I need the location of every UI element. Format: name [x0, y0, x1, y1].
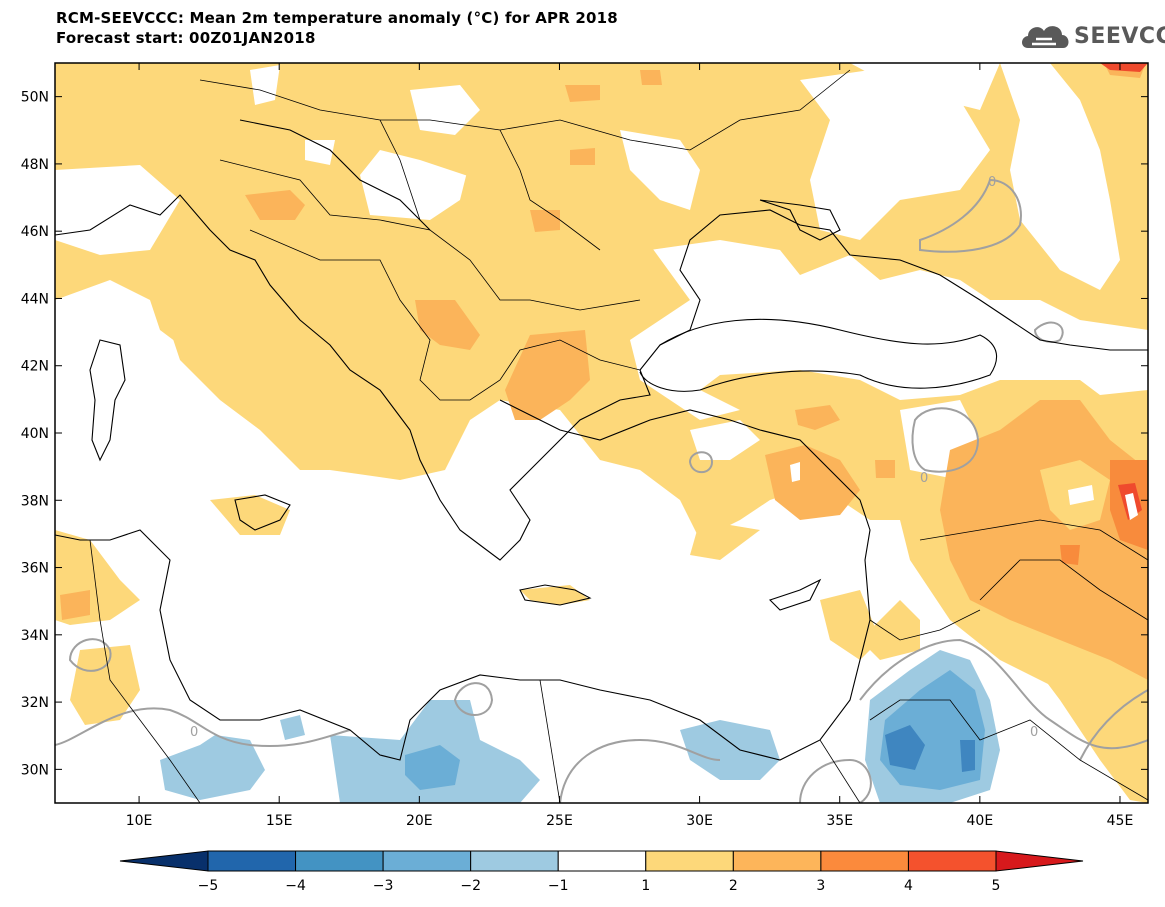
latitude-ticks: 30N 32N 34N 36N 38N 40N 42N 44N 46N 48N 50N: [21, 90, 1148, 778]
colorbar-segment: [470, 850, 559, 872]
colorbar-extension-high: [995, 850, 1084, 872]
cloud-icon: [1022, 26, 1069, 48]
colorbar-label: −4: [285, 878, 306, 894]
anomaly-below-1-inner: [790, 462, 1094, 505]
contour-label-0-a: 0: [988, 175, 996, 190]
lon-tick-label: 40E: [967, 813, 994, 829]
colorbar-label: 5: [992, 878, 1001, 894]
lat-tick-label: 44N: [21, 291, 49, 307]
lat-tick-label: 46N: [21, 224, 49, 240]
lon-tick-label: 35E: [826, 813, 853, 829]
contour-label-0-c: 0: [190, 725, 198, 740]
colorbar: −5 −4 −3 −2 −1 1 2 3 4 5: [119, 850, 1084, 894]
colorbar-segment: [732, 850, 822, 872]
lon-tick-label: 15E: [266, 813, 293, 829]
logo-text: SEEVCCC: [1074, 24, 1165, 49]
zero-contour-labels: 0 0 0 0: [190, 175, 1038, 740]
lat-tick-label: 50N: [21, 90, 49, 106]
lat-tick-label: 34N: [21, 628, 49, 644]
lat-tick-label: 30N: [21, 762, 49, 778]
colorbar-label: −3: [373, 878, 394, 894]
anomaly-1-2-areas: [55, 63, 1148, 803]
lat-tick-label: 38N: [21, 493, 49, 509]
colorbar-label: 3: [816, 878, 825, 894]
lat-tick-label: 36N: [21, 561, 49, 577]
colorbar-label: 4: [904, 878, 913, 894]
lon-tick-label: 10E: [126, 813, 153, 829]
colorbar-extension-low: [119, 850, 209, 872]
anomaly-field: 0 0 0 0: [55, 63, 1148, 803]
colorbar-segment: [907, 850, 997, 872]
longitude-ticks: 10E 15E 20E 25E 30E 35E 40E 45E: [126, 63, 1134, 829]
contour-label-0-d: 0: [1030, 725, 1038, 740]
lon-tick-label: 30E: [686, 813, 713, 829]
lon-tick-label: 25E: [546, 813, 573, 829]
colorbar-label: −1: [548, 878, 569, 894]
coastlines: [55, 63, 1148, 761]
colorbar-segment: [382, 850, 472, 872]
map-title: RCM-SEEVCCC: Mean 2m temperature anomaly…: [56, 8, 618, 48]
lat-tick-label: 42N: [21, 359, 49, 375]
seevccc-logo: SEEVCCC: [1018, 18, 1165, 60]
lat-tick-label: 32N: [21, 695, 49, 711]
colorbar-label: 1: [641, 878, 650, 894]
anomaly-2-3-areas: [60, 65, 1148, 680]
lat-tick-label: 48N: [21, 157, 49, 173]
title-line-1: RCM-SEEVCCC: Mean 2m temperature anomaly…: [56, 9, 618, 27]
anomaly-m3-m4-areas: [885, 725, 975, 772]
colorbar-segment: [207, 850, 297, 872]
title-line-2: Forecast start: 00Z01JAN2018: [56, 29, 316, 47]
colorbar-segment: [557, 850, 647, 872]
colorbar-label: 2: [729, 878, 738, 894]
lat-tick-label: 40N: [21, 426, 49, 442]
contour-label-0-b: 0: [920, 471, 928, 486]
colorbar-segment: [295, 850, 384, 872]
lon-tick-label: 20E: [406, 813, 433, 829]
colorbar-label: −5: [198, 878, 219, 894]
country-borders: [89, 69, 1148, 803]
lon-tick-label: 45E: [1107, 813, 1134, 829]
colorbar-segment: [645, 850, 734, 872]
anomaly-hole-east: [1125, 493, 1138, 520]
colorbar-label: −2: [460, 878, 481, 894]
zero-contours: [55, 178, 1148, 803]
colorbar-segment: [820, 850, 909, 872]
